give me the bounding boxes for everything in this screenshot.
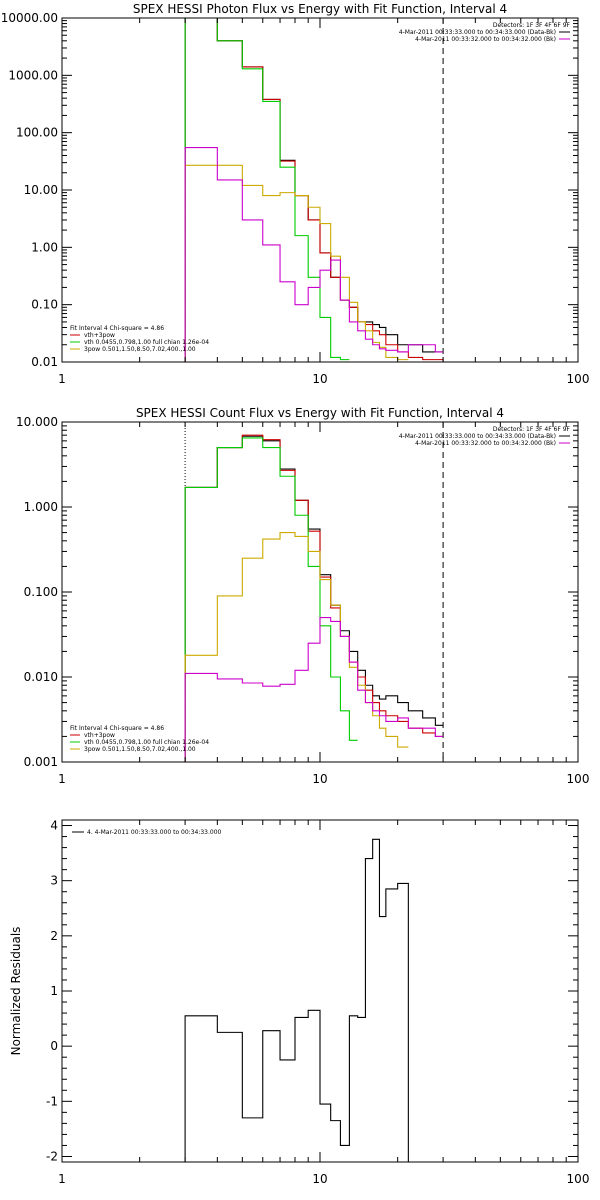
y-tick-label: 10.000 (16, 415, 58, 429)
legend-entry-label: 3pow 0.501,1.50,8.50,7.02,400.,1.00 (84, 746, 196, 753)
y-tick-label: 100.00 (16, 126, 58, 140)
chart-panel-3: 1 10 100 -2 -1 0 1 2 3 4 Normalized Residuals 4. 4-… (9, 819, 589, 1186)
y-tick-label: 0.01 (31, 355, 58, 369)
series-line-bk (184, 147, 444, 362)
data-layer (184, 18, 444, 362)
legend-entry-label: 4-Mar-2011 00:33:32.000 to 00:34:32.000 … (415, 440, 556, 447)
legend-header: Detectors: 1F 3F 4F 6F 9F (493, 426, 571, 433)
y-tick-label: 0.100 (24, 585, 58, 599)
y-tick-label: 1 (50, 984, 58, 998)
legend-header: Detectors: 1F 3F 4F 6F 9F (493, 22, 571, 29)
y-tick-label: -1 (46, 1094, 58, 1108)
series-line-vth (184, 437, 358, 762)
series-line-vth (184, 18, 350, 362)
x-tick-label: 10 (312, 1172, 327, 1186)
legend-entry-label: 4-Mar-2011 00:33:33.000 to 00:34:33.000 … (399, 433, 556, 440)
chart-title: SPEX HESSI Photon Flux vs Energy with Fi… (133, 2, 507, 16)
y-tick-label: -2 (46, 1149, 58, 1163)
series-line-3pow (184, 164, 409, 362)
x-tick-label: 100 (567, 372, 590, 386)
x-tick-label: 10 (312, 372, 327, 386)
legend-entry-label: 4-Mar-2011 00:33:33.000 to 00:34:33.000 … (399, 29, 556, 36)
y-tick-label: 1.000 (24, 500, 58, 514)
data-layer (184, 838, 444, 1162)
y-tick-label: 0.010 (24, 670, 58, 684)
chart-title: SPEX HESSI Count Flux vs Energy with Fit… (136, 406, 504, 420)
series-line-bk (184, 617, 444, 762)
data-layer (184, 422, 444, 762)
legend-header: Fit Interval 4 Chi-square = 4.86 (70, 325, 164, 332)
series-line-3pow (184, 532, 409, 762)
y-tick-label: 3 (50, 874, 58, 888)
x-tick-label: 10 (312, 772, 327, 786)
series-line-data-bk (184, 18, 444, 362)
x-tick-label: 1 (58, 772, 66, 786)
x-tick-label: 1 (58, 1172, 66, 1186)
chart-panel-2: SPEX HESSI Count Flux vs Energy with Fit… (16, 406, 589, 786)
series-line-4-4-mar-2011-00-33-33-000-to-00-34-33-000 (184, 838, 444, 1162)
y-axis-label: Normalized Residuals (9, 927, 23, 1056)
y-tick-label: 1000.00 (8, 68, 58, 82)
y-tick-label: 4 (50, 819, 58, 833)
legend-entry-label: 4-Mar-2011 00:33:32.000 to 00:34:32.000 … (415, 36, 556, 43)
legend-entry-label: 3pow 0.501,1.50,8.50,7.02,400.,1.00 (84, 346, 196, 353)
x-tick-label: 100 (567, 1172, 590, 1186)
y-tick-label: 0.001 (24, 755, 58, 769)
y-tick-label: 0 (50, 1039, 58, 1053)
chart-panel-1: SPEX HESSI Photon Flux vs Energy with Fi… (1, 2, 590, 386)
legend-entry-label: vth 0.0455,0.798,1.00 full chian 1.26e-0… (84, 339, 209, 346)
series-line-vth-3pow (184, 18, 444, 362)
legend-header: Fit Interval 4 Chi-square = 4.86 (70, 725, 164, 732)
series-line-data-bk (184, 435, 444, 762)
y-tick-label: 10.00 (24, 183, 58, 197)
y-tick-label: 1.00 (31, 240, 58, 254)
y-tick-label: 10000.00 (1, 11, 58, 25)
y-tick-label: 2 (50, 929, 58, 943)
legend-entry-label: vth+3pow (84, 332, 115, 339)
plot-frame (61, 819, 579, 1163)
series-line-vth-3pow (184, 434, 444, 762)
x-tick-label: 1 (58, 372, 66, 386)
legend-entry-label: 4. 4-Mar-2011 00:33:33.000 to 00:34:33.0… (87, 829, 222, 836)
legend-entry-label: vth+3pow (84, 732, 115, 739)
legend-entry-label: vth 0.0455,0.798,1.00 full chian 1.26e-0… (84, 739, 209, 746)
y-tick-label: 0.10 (31, 298, 58, 312)
x-tick-label: 100 (567, 772, 590, 786)
